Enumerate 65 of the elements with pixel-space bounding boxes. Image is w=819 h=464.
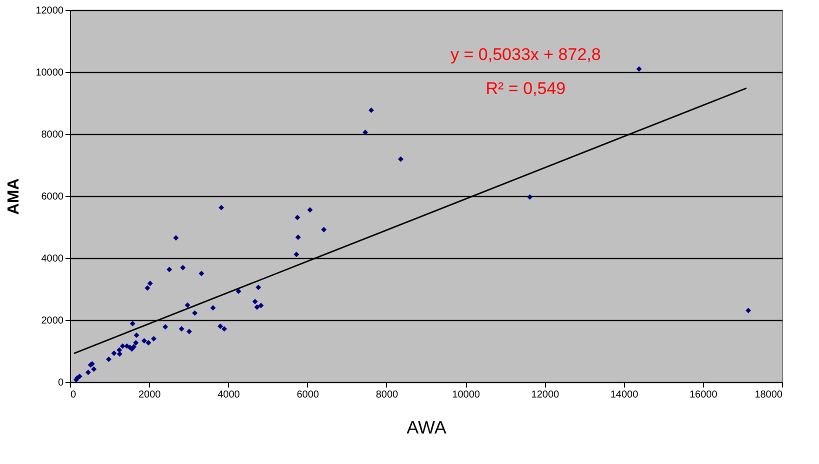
point bbox=[111, 350, 117, 356]
point bbox=[198, 270, 204, 276]
point bbox=[210, 305, 216, 311]
point bbox=[192, 310, 198, 316]
point bbox=[258, 302, 264, 308]
point bbox=[141, 338, 147, 344]
y-tick-label: 10000 bbox=[36, 68, 64, 78]
y-tick-label: 6000 bbox=[41, 192, 64, 202]
x-tick-label: 0 bbox=[70, 390, 76, 400]
x-axis-title: AWA bbox=[406, 418, 446, 438]
point bbox=[307, 207, 313, 213]
point bbox=[295, 234, 301, 240]
point bbox=[186, 328, 192, 334]
x-tick-label: 8000 bbox=[376, 390, 399, 400]
point bbox=[746, 308, 752, 314]
x-tick-label: 6000 bbox=[296, 390, 320, 400]
x-tick-label: 4000 bbox=[218, 390, 240, 400]
x-tick-label: 18000 bbox=[754, 390, 783, 400]
point bbox=[116, 351, 122, 357]
point bbox=[134, 332, 140, 338]
point bbox=[85, 370, 91, 376]
point bbox=[173, 235, 179, 241]
point bbox=[398, 156, 404, 162]
point bbox=[218, 204, 224, 210]
point bbox=[146, 340, 152, 346]
x-tick-label: 16000 bbox=[689, 390, 718, 400]
point bbox=[321, 226, 327, 232]
point bbox=[218, 324, 224, 329]
point bbox=[256, 284, 262, 290]
y-tick-label: 12000 bbox=[36, 6, 64, 16]
point bbox=[184, 302, 190, 308]
y-tick-label: 8000 bbox=[41, 130, 64, 140]
y-axis-title: AMA bbox=[6, 178, 23, 215]
point bbox=[178, 326, 184, 332]
point bbox=[147, 280, 153, 286]
x-tick-label: 10000 bbox=[452, 390, 480, 400]
point bbox=[162, 324, 168, 330]
point bbox=[527, 194, 533, 200]
point bbox=[362, 130, 368, 136]
point bbox=[636, 66, 642, 72]
x-tick-label: 2000 bbox=[138, 390, 162, 400]
point bbox=[252, 298, 258, 304]
point bbox=[130, 320, 136, 326]
point bbox=[254, 304, 260, 310]
point bbox=[144, 285, 150, 291]
x-tick-label: 12000 bbox=[531, 390, 560, 400]
annotation: y = 0,5033x + 872,8 bbox=[450, 45, 601, 64]
point bbox=[91, 366, 97, 372]
point bbox=[133, 340, 139, 346]
x-tick-label: 14000 bbox=[610, 390, 639, 400]
point bbox=[180, 264, 186, 270]
point bbox=[294, 252, 300, 258]
point bbox=[368, 107, 374, 113]
y-tick-label: 4000 bbox=[41, 254, 64, 264]
point bbox=[166, 266, 172, 272]
point bbox=[120, 343, 126, 349]
point bbox=[151, 336, 156, 342]
annotation: R² = 0,549 bbox=[486, 79, 566, 98]
point bbox=[236, 288, 242, 294]
point bbox=[116, 347, 122, 353]
point bbox=[222, 326, 228, 332]
y-tick-label: 2000 bbox=[41, 316, 64, 326]
point bbox=[294, 214, 300, 220]
point bbox=[106, 356, 112, 362]
y-tick-label: 0 bbox=[58, 378, 64, 388]
